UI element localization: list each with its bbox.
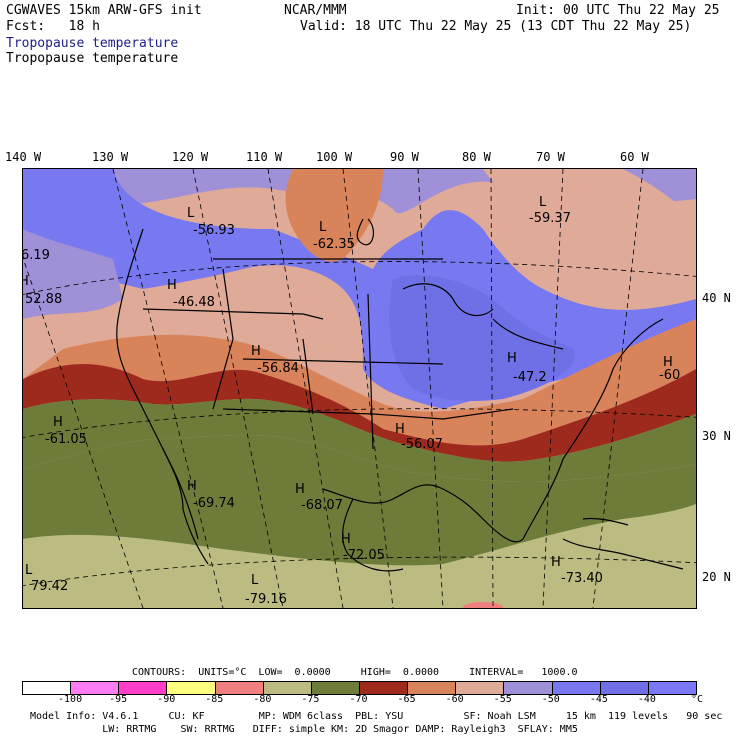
center-marker: L xyxy=(319,220,327,235)
model-title: CGWAVES 15km ARW-GFS init xyxy=(6,3,202,18)
legend-swatch xyxy=(71,682,120,694)
center-value: -59.37 xyxy=(529,211,571,226)
center-value: -72.05 xyxy=(343,548,385,563)
legend-tick-label: -45 xyxy=(589,694,608,705)
map-panel: L -56.93 L -62.35 L -59.37 6.19 H 52.88 … xyxy=(22,168,697,609)
valid-time: Valid: 18 UTC Thu 22 May 25 (13 CDT Thu … xyxy=(300,19,692,34)
legend-tick-label: -80 xyxy=(253,694,272,705)
center-value: -73.40 xyxy=(561,571,603,586)
center-label: NCAR/MMM xyxy=(284,3,347,18)
center-value: -56.93 xyxy=(193,223,235,238)
legend-tick-label: -65 xyxy=(397,694,416,705)
center-marker: H xyxy=(551,555,561,570)
center-marker: H xyxy=(507,351,517,366)
center-marker: L xyxy=(25,563,33,578)
lon-label: 120 W xyxy=(172,150,209,164)
legend-swatch xyxy=(456,682,505,694)
legend-tick-label: -85 xyxy=(205,694,224,705)
legend-tick-label: -95 xyxy=(109,694,128,705)
center-marker: H xyxy=(167,278,177,293)
center-value: -56.84 xyxy=(257,361,299,376)
legend-swatch xyxy=(648,682,696,694)
lat-label: 40 N xyxy=(702,291,731,305)
center-value: -79.16 xyxy=(245,592,287,607)
field-title-1: Tropopause temperature xyxy=(6,36,179,51)
center-marker: H xyxy=(23,274,29,289)
center-marker: H xyxy=(395,422,405,437)
legend-swatch xyxy=(167,682,216,694)
legend-swatch xyxy=(600,682,649,694)
lon-label: 130 W xyxy=(92,150,129,164)
lon-label: 110 W xyxy=(246,150,283,164)
legend-swatch xyxy=(23,682,72,694)
legend-tick-label: -75 xyxy=(301,694,320,705)
legend-swatch xyxy=(408,682,457,694)
center-marker: H xyxy=(187,479,197,494)
center-marker: H xyxy=(295,482,305,497)
center-value: -62.35 xyxy=(313,237,355,252)
center-marker: H xyxy=(663,355,673,370)
center-value: -69.74 xyxy=(193,496,235,511)
lat-label: 20 N xyxy=(702,570,731,584)
lon-label: 70 W xyxy=(536,150,565,164)
legend-swatch xyxy=(552,682,601,694)
center-value: -46.48 xyxy=(173,295,215,310)
legend-tick-label: °C xyxy=(690,694,704,705)
tropopause-temperature-map: L -56.93 L -62.35 L -59.37 6.19 H 52.88 … xyxy=(23,169,696,608)
legend-tick-label: -55 xyxy=(493,694,512,705)
center-marker: H xyxy=(53,415,63,430)
center-marker: L xyxy=(539,195,547,210)
lon-label: 80 W xyxy=(462,150,491,164)
lon-label: 90 W xyxy=(390,150,419,164)
legend-tick-label: -40 xyxy=(637,694,656,705)
lon-label: 140 W xyxy=(5,150,42,164)
legend-swatch xyxy=(215,682,264,694)
center-value: -60 xyxy=(659,368,680,383)
legend-swatch xyxy=(263,682,312,694)
center-value: 79.42 xyxy=(31,579,68,594)
color-legend xyxy=(22,681,697,695)
model-info: Model Info: V4.6.1 CU: KF MP: WDM 6class… xyxy=(30,711,723,722)
lon-label: 100 W xyxy=(316,150,353,164)
legend-swatch xyxy=(359,682,409,694)
init-time: Init: 00 UTC Thu 22 May 25 xyxy=(516,3,720,18)
legend-swatch xyxy=(504,682,553,694)
field-title-2: Tropopause temperature xyxy=(6,51,179,66)
center-marker: H xyxy=(251,344,261,359)
legend-tick-label: -70 xyxy=(349,694,368,705)
legend-swatch xyxy=(119,682,168,694)
center-value: 52.88 xyxy=(25,292,62,307)
center-value: -61.05 xyxy=(45,432,87,447)
center-marker: H xyxy=(341,532,351,547)
lon-label: 60 W xyxy=(620,150,649,164)
center-marker: L xyxy=(251,573,259,588)
legend-tick-label: -50 xyxy=(541,694,560,705)
center-value: -47.2 xyxy=(513,370,547,385)
legend-tick-label: -60 xyxy=(445,694,464,705)
center-value: -56.07 xyxy=(401,437,443,452)
forecast-hour: Fcst: 18 h xyxy=(6,19,100,34)
legend-tick-label: -90 xyxy=(157,694,176,705)
center-value: -68.07 xyxy=(301,498,343,513)
center-value: 6.19 xyxy=(23,248,50,263)
center-marker: L xyxy=(187,206,195,221)
legend-tick-label: -100 xyxy=(58,694,83,705)
physics-info: LW: RRTMG SW: RRTMG DIFF: simple KM: 2D … xyxy=(30,724,578,735)
contours-info: CONTOURS: UNITS=°C LOW= 0.0000 HIGH= 0.0… xyxy=(132,667,578,678)
legend-swatch xyxy=(311,682,360,694)
lat-label: 30 N xyxy=(702,429,731,443)
